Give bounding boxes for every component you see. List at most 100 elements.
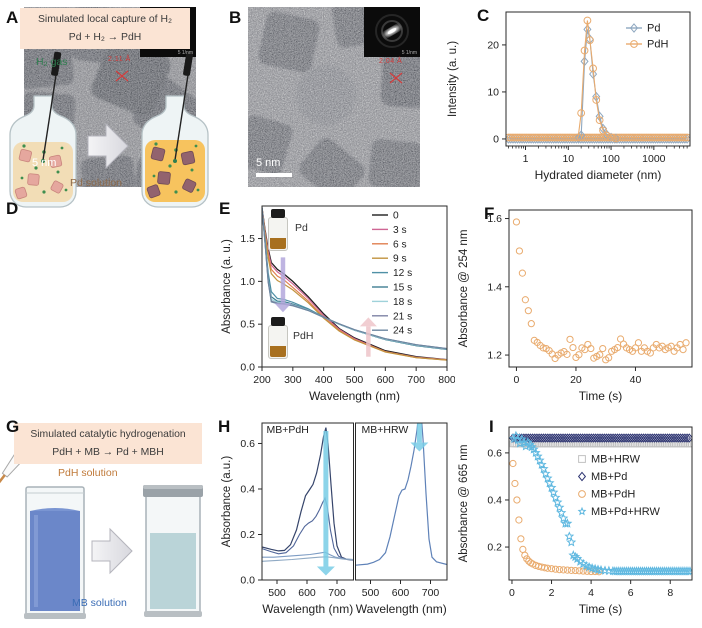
pdh-vial-label: PdH [293, 330, 314, 342]
svg-text:Pd: Pd [647, 23, 660, 35]
svg-text:0.2: 0.2 [240, 529, 255, 541]
vial-cap [271, 317, 285, 326]
vial-liquid [270, 238, 286, 249]
tem-image-pdh: 2.04 Å 5 nm 5 1/nm [248, 7, 420, 187]
panel-g-label: G [6, 417, 20, 436]
svg-text:Wavelength (nm): Wavelength (nm) [262, 602, 353, 616]
hydrogenation-illustration [0, 434, 203, 619]
svg-text:MB+PdH: MB+PdH [267, 424, 309, 436]
svg-text:3 s: 3 s [393, 225, 407, 236]
tem-graphic-pdh [248, 7, 420, 187]
svg-text:MB+HRW: MB+HRW [591, 454, 641, 466]
svg-text:1.0: 1.0 [240, 276, 255, 288]
panel-i-label: I [489, 417, 494, 436]
svg-text:0: 0 [393, 211, 399, 222]
svg-text:400: 400 [315, 374, 333, 386]
cuvette-mbh [143, 485, 203, 617]
svg-text:0.2: 0.2 [487, 542, 502, 554]
svg-text:500: 500 [362, 587, 380, 599]
svg-text:12 s: 12 s [393, 268, 412, 279]
svg-text:21 s: 21 s [393, 311, 412, 322]
vial-liquid [270, 346, 286, 357]
panel-d-schematic: Simulated local capture of H₂ Pd + H₂ → … [0, 0, 216, 219]
svg-text:0.4: 0.4 [240, 483, 255, 495]
lattice-cross-mark [389, 72, 403, 84]
svg-text:1.4: 1.4 [487, 281, 502, 293]
svg-text:10: 10 [487, 86, 499, 98]
transition-arrow [91, 527, 133, 575]
panel-b: 2.04 Å 5 nm 5 1/nm [225, 0, 442, 196]
svg-text:18 s: 18 s [393, 297, 412, 308]
pdh-solution-label: PdH solution [58, 467, 118, 479]
absorbance-665nm-kinetics-chart: 0 2 4 6 8 Time (s) 0.2 0.4 0.6 Absorbance @ 665 n… [458, 426, 693, 616]
svg-text:600: 600 [298, 587, 316, 599]
svg-text:500: 500 [268, 587, 286, 599]
svg-text:700: 700 [422, 587, 440, 599]
svg-text:300: 300 [284, 374, 302, 386]
panel-h-label: H [218, 417, 231, 436]
svg-text:40: 40 [630, 374, 642, 386]
panel-g-schematic: Simulated catalytic hydrogenation PdH + … [0, 415, 216, 628]
svg-text:MB+Pd: MB+Pd [591, 471, 627, 483]
svg-text:0.6: 0.6 [487, 447, 502, 459]
reaction-caption-d: Simulated local capture of H₂ Pd + H₂ → … [20, 8, 190, 49]
panel-e-label: E [219, 199, 231, 218]
svg-text:600: 600 [392, 587, 410, 599]
vial-cap [271, 209, 285, 218]
svg-text:Wavelength (nm): Wavelength (nm) [356, 602, 447, 616]
svg-text:2: 2 [549, 587, 555, 599]
svg-text:15 s: 15 s [393, 283, 412, 294]
absorbance-254nm-kinetics-chart: 0 20 40 Time (s) 1.2 1.4 1.6 Absorbance @ 254 n… [458, 209, 693, 403]
bottle-pd [9, 51, 77, 208]
svg-text:Absorbance (a.u.): Absorbance (a.u.) [221, 456, 233, 548]
svg-text:20: 20 [487, 39, 499, 51]
lattice-spacing-annotation-a: 2.11 Å [108, 56, 131, 63]
svg-text:1: 1 [523, 153, 529, 165]
svg-text:Absorbance @ 254 nm: Absorbance @ 254 nm [458, 230, 470, 348]
panel-f-label: F [484, 204, 495, 223]
svg-text:0.4: 0.4 [487, 494, 502, 506]
scale-bar-label-a: 5 nm [32, 157, 57, 169]
svg-text:0: 0 [509, 587, 515, 599]
svg-text:6 s: 6 s [393, 239, 407, 250]
svg-text:0.6: 0.6 [240, 438, 255, 450]
lattice-cross-mark [115, 70, 129, 82]
caption-line-2: Pd + H₂ → PdH [68, 31, 142, 43]
svg-text:100: 100 [602, 153, 620, 165]
svg-text:MB+PdH: MB+PdH [591, 489, 635, 501]
lattice-spacing-annotation-b: 2.04 Å [379, 58, 403, 65]
svg-text:Absorbance @ 665 nm: Absorbance @ 665 nm [458, 445, 470, 563]
pd-vial-photo [268, 209, 288, 251]
panel-b-label: B [229, 8, 242, 27]
svg-text:Time (s): Time (s) [579, 602, 623, 616]
svg-text:0.0: 0.0 [240, 575, 255, 587]
panel-d-label: D [6, 199, 19, 218]
svg-text:20: 20 [570, 374, 582, 386]
bottle-pdh [141, 51, 209, 208]
svg-text:0: 0 [493, 133, 499, 145]
inset-scale-label-a: 5 1/nm [177, 50, 193, 56]
svg-text:Time (s): Time (s) [579, 389, 623, 403]
svg-text:600: 600 [377, 374, 395, 386]
caption-line-1: Simulated catalytic hydrogenation [30, 429, 186, 440]
caption-line-1: Simulated local capture of H₂ [38, 14, 172, 25]
svg-text:1000: 1000 [642, 153, 666, 165]
svg-text:700: 700 [328, 587, 346, 599]
uvvis-capture-chart: 200 300 400 500 600 700 800 Wavelength (nm) 0.0 0… [221, 205, 455, 403]
svg-text:700: 700 [407, 374, 425, 386]
pd-vial-label: Pd [295, 222, 308, 234]
svg-text:Wavelength (nm): Wavelength (nm) [309, 389, 400, 403]
panel-c-label: C [477, 6, 490, 25]
svg-text:24 s: 24 s [393, 326, 412, 337]
svg-text:800: 800 [438, 374, 455, 386]
needle [42, 74, 57, 161]
mb-spectra-chart: 500 600 700 Wavelength (nm) MB+PdH 0.0 0.2 0.4 0… [221, 422, 448, 616]
scale-bar-label-b: 5 nm [256, 157, 281, 169]
svg-text:6: 6 [628, 587, 634, 599]
needle-handle [51, 51, 62, 76]
svg-text:1.2: 1.2 [487, 350, 502, 362]
svg-text:4: 4 [588, 587, 594, 599]
panel-a-label: A [6, 8, 19, 27]
svg-text:0.0: 0.0 [240, 362, 255, 374]
